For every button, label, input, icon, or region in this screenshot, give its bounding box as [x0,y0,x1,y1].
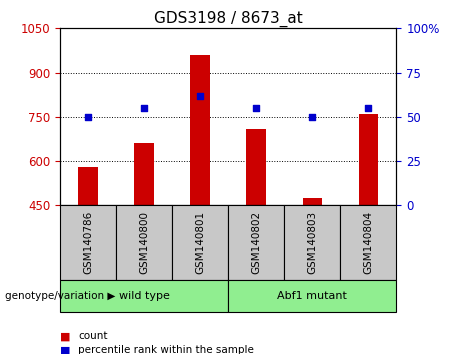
Bar [116,205,172,280]
Bar [228,280,396,312]
Bar [359,114,378,205]
Point [140,105,148,111]
Point [84,114,92,120]
Text: ■: ■ [60,331,71,341]
Bar [190,55,210,205]
Text: GSM140803: GSM140803 [307,211,317,274]
Bar [228,205,284,280]
Point [196,93,204,98]
Text: GSM140800: GSM140800 [139,211,149,274]
Bar [284,205,340,280]
Title: GDS3198 / 8673_at: GDS3198 / 8673_at [154,11,302,27]
Point [365,105,372,111]
Bar [247,129,266,205]
Text: percentile rank within the sample: percentile rank within the sample [78,346,254,354]
Text: GSM140801: GSM140801 [195,211,205,274]
Text: Abf1 mutant: Abf1 mutant [278,291,347,301]
Bar [78,167,98,205]
Bar [60,205,116,280]
Text: genotype/variation ▶: genotype/variation ▶ [5,291,115,301]
Bar [172,205,228,280]
Bar [302,198,322,205]
Text: count: count [78,331,108,341]
Text: wild type: wild type [118,291,170,301]
Bar [340,205,396,280]
Point [253,105,260,111]
Point [309,114,316,120]
Text: ■: ■ [60,346,71,354]
Text: GSM140786: GSM140786 [83,211,93,274]
Bar [60,280,228,312]
Text: GSM140804: GSM140804 [363,211,373,274]
Text: GSM140802: GSM140802 [251,211,261,274]
Bar [134,143,154,205]
